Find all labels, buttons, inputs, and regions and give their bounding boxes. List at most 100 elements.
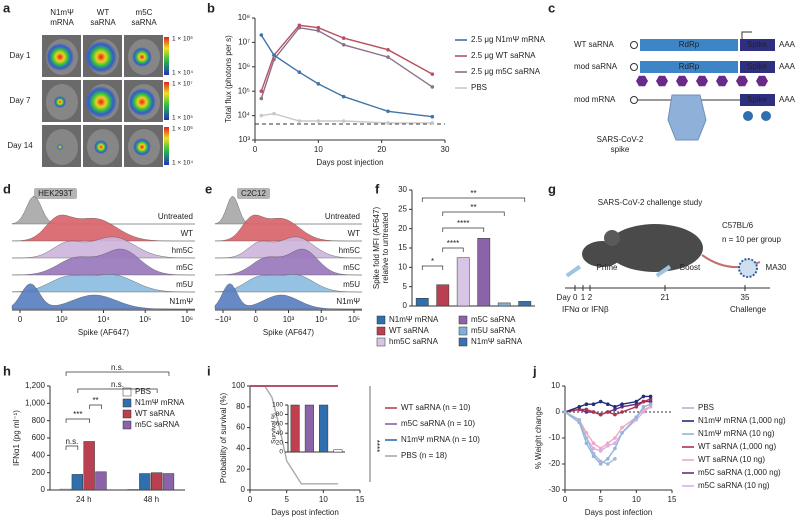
point [613,405,617,409]
poly-a-tail: AAA [779,62,796,71]
significance-bracket [442,227,485,232]
y-tick-label: 30 [398,185,407,194]
modified-nucleotide [756,75,768,87]
timeline-label: 35 [741,293,750,302]
point [297,119,302,123]
promoter-arrow [741,31,752,39]
bar [477,238,491,307]
event-label: Boost [680,263,701,272]
x-tick-label: 0 [248,495,253,504]
legend-label: m5C saRNA [471,315,516,324]
y-tick-label: -10 [548,433,560,442]
point [620,410,624,414]
significance-label: **** [372,440,381,452]
y-tick-label: 10³ [238,135,250,144]
study-title: SARS-CoV-2 challenge study [598,198,703,207]
y-axis-label: relative to untreated [381,213,390,284]
point [430,85,435,89]
point [577,407,582,412]
event-label: MA30 [766,263,787,272]
panel-label: d [3,181,11,196]
legend-label: WT saRNA (n = 10) [401,403,471,412]
cell-line-box [237,188,270,199]
bar [59,488,72,491]
point [563,410,567,414]
series-line [261,112,433,124]
histogram [11,283,195,310]
significance-label: n.s. [111,363,124,372]
point [634,402,639,407]
point [272,53,276,57]
y-tick-label: 80 [236,402,245,411]
bar [304,404,314,453]
point [584,407,589,412]
legend-label: PBS [698,403,714,412]
series-line [250,385,338,485]
legend-label: PBS [471,83,487,92]
point [591,441,596,446]
virus [738,258,758,278]
bar [71,474,83,491]
cell-line: C2C12 [241,189,266,198]
histogram [214,274,362,293]
y-tick-label: 25 [398,204,407,213]
cap [630,63,638,71]
significance-label: **** [447,239,459,248]
cap [630,41,638,49]
bar [333,449,343,453]
point [430,114,435,119]
gene-rdrp [640,61,738,73]
colorbar [164,37,169,75]
y-tick-label: 0 [556,407,561,416]
point [584,441,589,446]
histogram [214,248,362,276]
timeline-label: Day 0 [557,293,578,302]
modified-nucleotide [716,75,728,87]
legend-label: PBS [135,387,151,396]
y-tick-label: 10 [551,381,560,390]
significance-label: *** [73,410,82,419]
point [613,446,617,451]
y-axis-label: Probability of survival (%) [219,393,228,484]
modified-nucleotide [761,111,771,121]
x-tick-label: 48 h [143,495,159,504]
point [316,119,321,123]
histogram [11,248,195,276]
sample-label: m5C [176,263,193,272]
protein-label: spike [611,145,630,154]
legend-label: m5C saRNA (1,000 ng) [698,468,781,477]
legend-label: 2.5 μg N1mΨ mRNA [471,35,546,44]
gene-label: Spike [747,95,768,104]
point [634,405,639,409]
legend-label: N1mΨ mRNA (n = 10) [401,435,480,444]
legend-label: m5C saRNA (n = 10) [401,419,475,428]
point [634,399,639,404]
significance-label: ** [92,396,98,405]
y-tick-label: 400 [32,450,46,459]
legend-label: m5C saRNA (10 ng) [698,481,770,490]
x-axis-label: Days post injection [316,158,383,167]
point [591,410,596,414]
point [316,82,321,86]
x-tick-label: 10 [319,495,328,504]
point [613,412,617,417]
point [577,418,582,422]
point [648,397,653,401]
legend-swatch [376,315,386,325]
legend-swatch [458,337,468,347]
x-tick-label: 15 [356,495,365,504]
point [591,446,596,451]
legend-swatch [376,337,386,347]
group-label: n = 10 per group [722,235,781,244]
significance-bracket [65,418,91,423]
x-tick-label: 10⁶ [181,315,193,324]
gene-label: RdRp [679,62,700,71]
histogram [214,283,362,310]
y-tick-label: 200 [32,468,46,477]
point [634,415,639,420]
x-axis-label: Days post infection [271,508,339,517]
panel-label: f [375,181,380,196]
sample-label: hm5C [339,246,361,255]
y-tick-label: 40 [236,444,245,453]
point [341,119,346,123]
